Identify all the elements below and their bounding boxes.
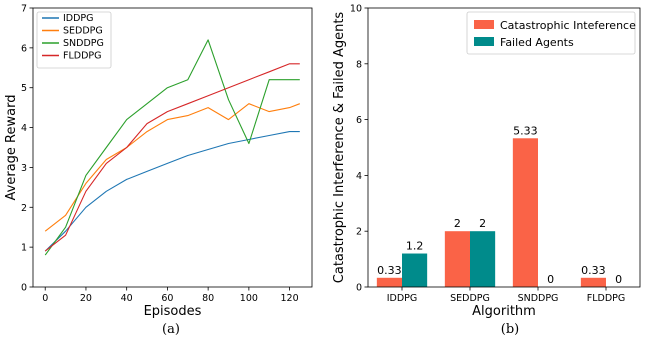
x-tick-label: 80 xyxy=(202,293,214,304)
caption-a: (a) xyxy=(162,322,180,337)
y-tick-label: 6 xyxy=(356,115,362,126)
data-label: 0.33 xyxy=(377,264,402,277)
x-tick-label: IDDPG xyxy=(387,293,418,304)
x-tick-label: 0 xyxy=(42,293,48,304)
y-tick-label: 4 xyxy=(21,123,27,134)
x-axis-label: Algorithm xyxy=(472,304,536,319)
x-tick-label: SNDDPG xyxy=(518,293,559,304)
x-tick-label: SEDDPG xyxy=(450,293,490,304)
y-tick-label: 2 xyxy=(356,227,362,238)
series-line-seddpg xyxy=(44,103,300,232)
legend-label: IDDPG xyxy=(63,13,94,24)
legend-label: SNDDPG xyxy=(63,38,104,49)
y-tick-label: 1 xyxy=(21,243,27,254)
bar-chart-interference: 0.33 1.2 IDDPG 2 2 SEDDPG 5.33 0 SNDDPG 0.33 0 FLDD… xyxy=(332,4,641,319)
y-tick-label: 3 xyxy=(21,163,27,174)
x-axis-label: Episodes xyxy=(144,304,202,319)
y-tick-label: 8 xyxy=(356,59,362,70)
bar-catastrophic-inteference-seddpg xyxy=(444,231,470,287)
legend-swatch xyxy=(474,20,494,29)
data-label: 2 xyxy=(479,217,486,230)
legend-label: FLDDPG xyxy=(63,51,101,62)
plot-frame-b xyxy=(367,7,641,288)
data-label: 0 xyxy=(547,273,554,286)
y-tick-label: 2 xyxy=(21,203,27,214)
bar-catastrophic-inteference-iddpg xyxy=(376,277,402,287)
plot-frame-a xyxy=(32,7,313,288)
y-tick-label: 0 xyxy=(356,283,362,294)
y-tick-label: 5 xyxy=(21,83,27,94)
x-tick-label: 60 xyxy=(161,293,173,304)
x-tick-label: FLDDPG xyxy=(587,293,625,304)
legend-label: SEDDPG xyxy=(63,26,103,37)
legend-swatch xyxy=(474,37,494,46)
bar-catastrophic-inteference-flddpg xyxy=(580,277,606,287)
y-tick-label: 10 xyxy=(350,4,362,15)
y-axis-label: Average Reward xyxy=(4,95,19,201)
legend-box-b xyxy=(466,11,636,55)
x-tick-label: 20 xyxy=(80,293,92,304)
data-label: 2 xyxy=(454,217,461,230)
legend-box-a xyxy=(36,11,112,69)
x-tick-label: 100 xyxy=(240,293,258,304)
y-tick-label: 0 xyxy=(21,283,27,294)
data-label: 1.2 xyxy=(406,240,424,253)
data-label: 5.33 xyxy=(513,124,538,137)
bar-catastrophic-inteference-snddpg xyxy=(512,138,538,287)
y-tick-label: 7 xyxy=(21,4,27,15)
y-tick-label: 6 xyxy=(21,43,27,54)
bar-failed-agents-iddpg xyxy=(402,253,428,287)
caption-b: (b) xyxy=(501,322,519,337)
series-line-snddpg xyxy=(44,39,300,256)
series-line-iddpg xyxy=(44,131,300,252)
data-label: 0.33 xyxy=(581,264,606,277)
y-tick-label: 4 xyxy=(356,171,362,182)
y-axis-label: Catastrophic Interference & Failed Agent… xyxy=(332,12,347,284)
data-label: 0 xyxy=(615,273,622,286)
x-tick-label: 40 xyxy=(121,293,133,304)
series-line-flddpg xyxy=(44,63,300,252)
x-tick-label: 120 xyxy=(281,293,299,304)
legend-label: Failed Agents xyxy=(500,36,574,49)
bar-failed-agents-seddpg xyxy=(470,231,496,287)
line-chart-rewards: 0 20 40 60 80 100 120 0 1 2 3 4 5 6 7 Episodes Average R… xyxy=(4,4,313,319)
legend-label: Catastrophic Inteference xyxy=(500,19,636,32)
